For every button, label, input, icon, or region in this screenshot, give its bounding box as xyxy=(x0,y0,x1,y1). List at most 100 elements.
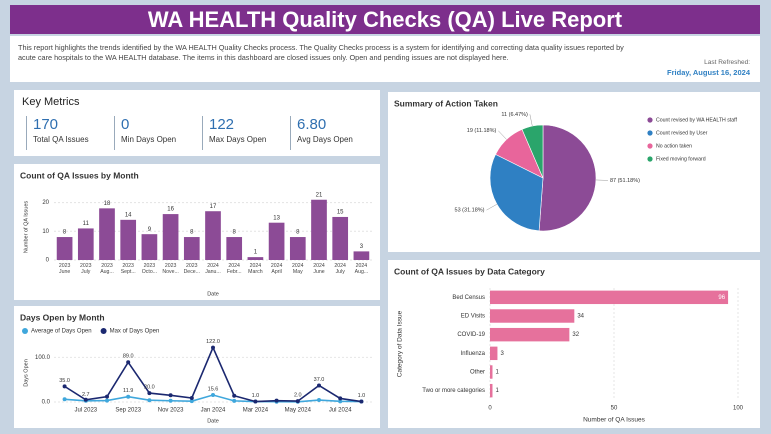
description-panel: This report highlights the trends identi… xyxy=(10,36,760,82)
bar xyxy=(205,211,221,260)
refresh-label: Last Refreshed: xyxy=(704,59,750,66)
x-tick-label: 2023 Aug... xyxy=(100,263,114,275)
bar xyxy=(490,383,493,398)
point xyxy=(295,399,300,404)
metric: 170 Total QA Issues xyxy=(26,116,89,150)
x-tick-label: May 2024 xyxy=(285,408,312,414)
bar xyxy=(141,234,158,260)
key-metrics-panel: Key Metrics 170 Total QA Issues 0 Min Days … xyxy=(14,90,380,156)
metric-value: 170 xyxy=(33,116,59,133)
data-label: 11 (6.47%) xyxy=(501,112,528,118)
x-tick-label: 2023 July xyxy=(80,263,92,275)
x-tick-label: 50 xyxy=(611,406,618,412)
point xyxy=(168,393,173,398)
point xyxy=(126,394,131,399)
chart-panel: Days Open by Month 0.0 100.0 Days Open Jul 2… xyxy=(14,306,380,428)
x-tick-label: 2023 Nove... xyxy=(162,263,179,275)
x-tick-label: Jul 2023 xyxy=(74,408,97,414)
x-axis-label: Date xyxy=(207,418,219,424)
x-tick-label: 2024 May xyxy=(292,263,304,275)
point xyxy=(62,397,67,402)
data-label: 15 xyxy=(337,210,344,216)
x-tick-label: Jul 2024 xyxy=(329,408,352,414)
legend-swatch xyxy=(647,130,653,136)
chart: Days Open by Month 0.0 100.0 Days Open Jul 2… xyxy=(20,312,372,424)
point xyxy=(62,384,67,389)
description: This report highlights the trends identi… xyxy=(18,43,624,62)
point xyxy=(83,397,88,402)
x-tick-label: 0 xyxy=(488,406,492,412)
bar xyxy=(332,216,349,260)
y-tick-label: ED Visits xyxy=(461,314,485,320)
point xyxy=(232,393,237,398)
leader-line xyxy=(486,203,498,211)
y-tick-label: 10 xyxy=(42,229,49,235)
refresh-date: Friday, August 16, 2024 xyxy=(667,68,750,77)
x-tick-label: Mar 2024 xyxy=(243,408,269,414)
data-label: 21 xyxy=(316,192,323,198)
x-tick-label: 100 xyxy=(733,406,744,412)
x-tick-label: 2024 Janu... xyxy=(205,263,221,275)
point xyxy=(317,383,321,388)
x-tick-label: 2023 Sept... xyxy=(120,263,136,275)
data-label: 1 xyxy=(495,370,499,376)
data-label: 18 xyxy=(104,201,111,207)
legend-label: Fixed moving forward xyxy=(656,156,706,162)
y-tick-label: COVID-19 xyxy=(457,332,485,338)
x-tick-label: 2024 Aug... xyxy=(354,263,369,275)
point xyxy=(105,394,109,399)
bar xyxy=(289,237,306,260)
y-tick-label: Other xyxy=(470,370,485,376)
x-tick-label: 2024 April xyxy=(270,263,283,275)
bar xyxy=(268,222,285,260)
bar xyxy=(490,365,493,379)
legend-swatch xyxy=(100,328,107,334)
point xyxy=(147,398,152,403)
metric: 6.80 Avg Days Open xyxy=(290,116,353,150)
bar xyxy=(77,228,94,260)
y-tick-label: 0.0 xyxy=(42,400,51,406)
x-tick-label: 2024 July xyxy=(334,263,346,275)
data-label: 34 xyxy=(577,314,584,320)
legend-label: Count revised by WA HEALTH staff xyxy=(656,117,737,123)
chart: Summary of Action Taken 87 (51.18%) Count … xyxy=(394,98,737,232)
point xyxy=(168,398,173,403)
chart-title: Count of QA Issues by Month xyxy=(20,170,139,180)
legend-label: Average of Days Open xyxy=(31,329,92,335)
legend-label: No action taken xyxy=(656,143,692,149)
point xyxy=(126,360,131,365)
data-label: 1.0 xyxy=(252,393,260,399)
metric-label: Max Days Open xyxy=(209,135,267,144)
bar xyxy=(490,309,575,323)
bar xyxy=(490,346,498,361)
data-label: 87 (51.18%) xyxy=(610,178,640,184)
x-tick-label: Nov 2023 xyxy=(158,408,184,414)
point xyxy=(338,399,343,404)
point xyxy=(359,399,364,404)
data-label: 2.7 xyxy=(82,392,90,398)
chart-panel: Summary of Action Taken 87 (51.18%) Count … xyxy=(388,92,760,252)
y-tick-label: 100.0 xyxy=(35,355,51,361)
data-label: 32 xyxy=(572,332,579,338)
x-tick-label: 2023 June xyxy=(58,263,71,275)
legend-label: Max of Days Open xyxy=(110,329,160,335)
bar xyxy=(162,214,179,260)
report-title: WA HEALTH Quality Checks (QA) Live Repor… xyxy=(10,5,760,34)
metric-label: Total QA Issues xyxy=(33,135,89,144)
data-label: 1 xyxy=(495,388,499,394)
chart-panel: Count of QA Issues by Month 0 10 20 Number o… xyxy=(14,164,380,300)
chart-title: Count of QA Issues by Data Category xyxy=(394,266,545,276)
data-label: 19 (11.18%) xyxy=(467,128,497,134)
metric-value: 122 xyxy=(209,116,235,133)
data-label: 20.0 xyxy=(144,385,155,391)
bar xyxy=(490,290,729,305)
data-label: 8 xyxy=(63,230,67,236)
metric: 0 Min Days Open xyxy=(114,116,176,150)
data-label: 11.9 xyxy=(123,388,133,394)
bar xyxy=(490,327,570,342)
bar xyxy=(183,237,200,260)
point xyxy=(211,393,215,398)
data-label: 122.0 xyxy=(206,339,220,345)
data-label: 89.0 xyxy=(123,354,134,360)
